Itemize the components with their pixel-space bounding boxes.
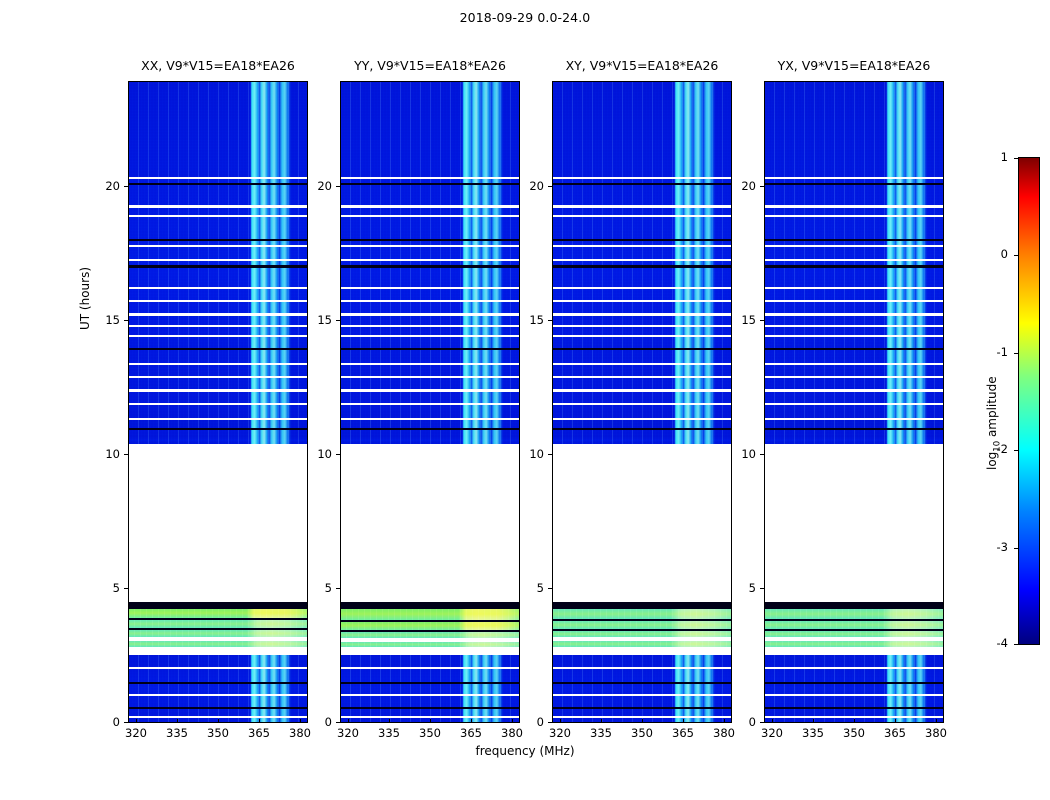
ytick-label: 10 (741, 447, 756, 461)
xtick-label: 365 (248, 726, 270, 740)
xtick-label: 380 (713, 726, 735, 740)
xtick-label: 350 (631, 726, 653, 740)
ytick-label: 20 (529, 179, 544, 193)
ytick-label: 0 (324, 715, 332, 729)
panel-title-yx: YX, V9*V15=EA18*EA26 (777, 58, 931, 73)
ytick-label: 20 (105, 179, 120, 193)
ytick-label: 0 (112, 715, 120, 729)
panel-xx[interactable] (128, 81, 308, 723)
figure-suptitle: 2018-09-29 0.0-24.0 (459, 10, 591, 25)
xtick-label: 335 (166, 726, 188, 740)
colorbar-tick-label: -1 (996, 345, 1008, 359)
panel-yy[interactable] (340, 81, 520, 723)
x-axis-label: frequency (MHz) (475, 744, 575, 758)
xtick-label: 335 (590, 726, 612, 740)
colorbar-tick-label: -2 (996, 442, 1008, 456)
panel-title-xy: XY, V9*V15=EA18*EA26 (565, 58, 719, 73)
xtick-label: 380 (289, 726, 311, 740)
xtick-label: 350 (843, 726, 865, 740)
ytick-label: 20 (317, 179, 332, 193)
ytick-label: 10 (317, 447, 332, 461)
xtick-label: 320 (337, 726, 359, 740)
colorbar-label: log10 amplitude (985, 376, 1003, 470)
ytick-label: 5 (324, 581, 332, 595)
ytick-label: 10 (529, 447, 544, 461)
panel-xy[interactable] (552, 81, 732, 723)
xtick-label: 365 (884, 726, 906, 740)
xtick-label: 320 (125, 726, 147, 740)
xtick-label: 380 (501, 726, 523, 740)
ytick-label: 5 (536, 581, 544, 595)
xtick-label: 320 (761, 726, 783, 740)
xtick-label: 365 (672, 726, 694, 740)
ytick-label: 5 (112, 581, 120, 595)
ytick-label: 15 (529, 313, 544, 327)
ytick-label: 5 (748, 581, 756, 595)
colorbar-tick-label: 1 (1000, 150, 1008, 164)
colorbar[interactable] (1014, 157, 1040, 645)
xtick-label: 365 (460, 726, 482, 740)
y-axis-label: UT (hours) (78, 266, 92, 330)
colorbar-tick-label: -4 (996, 636, 1008, 650)
panel-title-xx: XX, V9*V15=EA18*EA26 (141, 58, 295, 73)
xtick-label: 335 (802, 726, 824, 740)
ytick-label: 15 (105, 313, 120, 327)
colorbar-tick-label: 0 (1000, 247, 1008, 261)
xtick-label: 380 (925, 726, 947, 740)
xtick-label: 335 (378, 726, 400, 740)
ytick-label: 0 (536, 715, 544, 729)
colorbar-tick-label: -3 (996, 540, 1008, 554)
ytick-label: 15 (317, 313, 332, 327)
panel-title-yy: YY, V9*V15=EA18*EA26 (354, 58, 506, 73)
ytick-label: 15 (741, 313, 756, 327)
xtick-label: 320 (549, 726, 571, 740)
ytick-label: 0 (748, 715, 756, 729)
panel-yx[interactable] (764, 81, 944, 723)
xtick-label: 350 (419, 726, 441, 740)
ytick-label: 20 (741, 179, 756, 193)
xtick-label: 350 (207, 726, 229, 740)
ytick-label: 10 (105, 447, 120, 461)
